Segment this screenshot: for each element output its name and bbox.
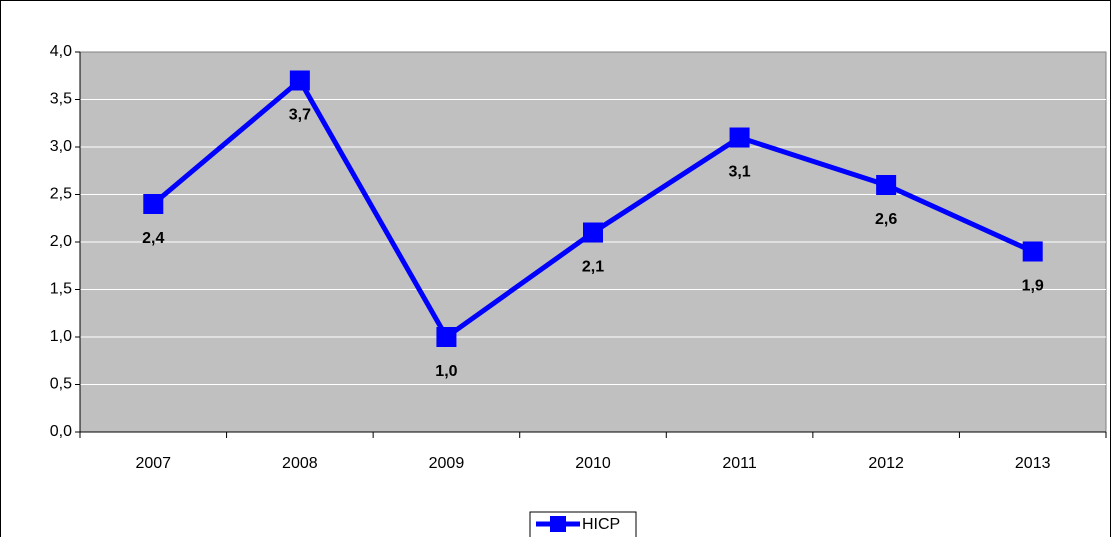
data-label: 1,0 [435,363,457,380]
x-tick-label: 2007 [135,455,171,472]
marker [1022,241,1043,262]
y-tick-label: 3,0 [50,138,72,155]
x-tick-label: 2009 [429,455,465,472]
x-tick-label: 2011 [722,455,757,472]
y-tick-label: 2,0 [50,233,72,250]
x-tick-label: 2010 [575,455,611,472]
marker [729,127,750,148]
y-tick-label: 2,5 [50,186,72,203]
legend-box [529,511,637,537]
data-label: 2,6 [875,211,897,228]
data-label: 3,7 [289,107,311,124]
marker [289,70,310,91]
marker [876,175,897,195]
legend-marker [550,516,566,532]
y-tick-label: 3,5 [50,91,72,108]
data-label: 1,9 [1022,278,1044,295]
data-label: 2,1 [582,259,604,276]
y-tick-label: 1,0 [50,328,72,345]
x-tick-label: 2012 [868,455,904,472]
y-tick-label: 4,0 [50,43,72,60]
x-tick-label: 2008 [282,455,318,472]
y-tick-label: 1,5 [50,281,72,298]
marker [436,327,457,347]
data-label: 3,1 [728,164,750,181]
data-label: 2,4 [142,230,164,247]
y-tick-label: 0,5 [50,376,72,393]
legend-label: HICP [582,516,620,533]
y-tick-label: 0,0 [50,423,72,440]
marker [143,194,164,214]
x-tick-label: 2013 [1015,455,1051,472]
marker [583,222,603,243]
